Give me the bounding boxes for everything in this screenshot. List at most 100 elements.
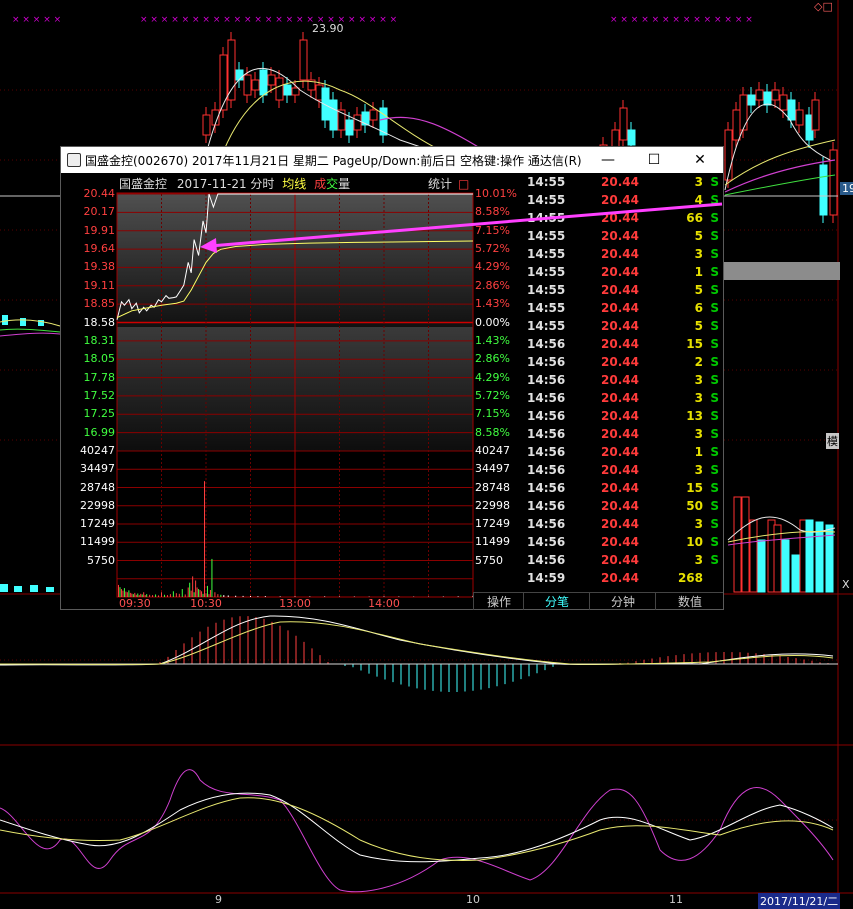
tab-ticks[interactable]: 分笔 — [523, 593, 590, 610]
trade-price: 20.44 — [601, 283, 639, 297]
trade-price: 20.44 — [601, 463, 639, 477]
trade-volume: 5 — [694, 283, 703, 297]
pct-tick: 0.00% — [475, 315, 510, 329]
trade-price: 20.44 — [601, 445, 639, 459]
avg-line — [116, 240, 474, 319]
time-tick: 13:00 — [279, 597, 311, 609]
trade-volume: 5 — [694, 229, 703, 243]
trade-price: 20.44 — [601, 337, 639, 351]
trade-row: 14:56 20.44 13 S — [525, 407, 723, 425]
header-date-type: 2017-11-21 分时 — [176, 177, 275, 191]
header-vol-label-1: 成 — [314, 177, 327, 191]
time-tick: 10:30 — [190, 597, 222, 609]
stats-box-icon: □ — [458, 177, 470, 191]
trade-ticks-list[interactable]: 14:5520.443S14:5520.444S14:5520.4466S14:… — [525, 173, 723, 591]
volume-tick: 5750 — [87, 553, 115, 567]
trade-volume: 10 — [686, 535, 703, 549]
trade-volume: 1 — [694, 265, 703, 279]
price-tick: 20.44 — [83, 187, 116, 200]
trade-price: 20.44 — [601, 265, 639, 279]
close-button[interactable]: ✕ — [677, 147, 723, 173]
intraday-chart[interactable]: 09:30 10:30 13:00 14:00 — [61, 173, 525, 609]
pct-tick: 5.72% — [475, 242, 510, 256]
trade-row: 14:55 20.44 5 S — [525, 281, 723, 299]
trade-row: 14:56 20.44 15 S — [525, 335, 723, 353]
trade-row: 14:56 20.44 3 S — [525, 551, 723, 569]
stats-label: 统计 — [428, 177, 453, 191]
price-tick: 16.99 — [83, 425, 116, 439]
trade-flag: S — [710, 409, 719, 423]
window-titlebar[interactable]: 国盛金控(002670) 2017年11月21日 星期二 PageUp/Down… — [61, 147, 723, 173]
intraday-window[interactable]: 国盛金控(002670) 2017年11月21日 星期二 PageUp/Down… — [60, 146, 724, 610]
trade-price: 20.44 — [601, 355, 639, 369]
trade-price: 20.44 — [601, 229, 639, 243]
trade-price: 20.44 — [601, 409, 639, 423]
tab-operate[interactable]: 操作 — [473, 593, 524, 610]
trade-flag: S — [710, 211, 719, 225]
trade-time: 14:59 — [527, 571, 566, 585]
trade-flag: S — [710, 427, 719, 441]
trade-time: 14:56 — [527, 409, 566, 423]
trade-row: 14:55 20.44 4 S — [525, 191, 723, 209]
trade-price: 20.44 — [601, 427, 639, 441]
app-icon — [67, 153, 81, 167]
trade-flag: S — [710, 535, 719, 549]
pct-tick: 5.72% — [475, 388, 510, 402]
volume-tick: 34497 — [80, 462, 115, 476]
trade-price: 20.44 — [601, 301, 639, 315]
trade-flag: S — [710, 175, 719, 189]
window-title: 国盛金控(002670) 2017年11月21日 星期二 PageUp/Down… — [85, 154, 582, 168]
trade-flag: S — [710, 319, 719, 333]
minimize-button[interactable]: — — [585, 147, 631, 173]
time-tick: 14:00 — [368, 597, 400, 609]
price-tick: 18.85 — [83, 297, 116, 311]
top-right-icons[interactable]: ◇□ — [814, 0, 833, 13]
trade-row: 14:55 20.44 5 S — [525, 317, 723, 335]
price-tick: 19.11 — [83, 278, 116, 292]
price-tick: 18.31 — [83, 333, 116, 347]
chart-header: 国盛金控 2017-11-21 分时 均线 成交量 — [119, 175, 350, 192]
trade-row: 14:56 20.44 3 S — [525, 515, 723, 533]
trade-volume: 3 — [694, 553, 703, 567]
trade-volume: 6 — [694, 301, 703, 315]
high-price-label: 23.90 — [312, 22, 344, 35]
stats-button[interactable]: 统计 □ — [428, 175, 469, 192]
trade-flag: S — [710, 391, 719, 405]
trade-volume: 66 — [686, 211, 703, 225]
trade-time: 14:56 — [527, 391, 566, 405]
trade-time: 14:56 — [527, 445, 566, 459]
trade-row: 14:55 20.44 6 S — [525, 299, 723, 317]
volume-tick: 11499 — [80, 535, 115, 549]
price-tick: 18.58 — [83, 315, 116, 329]
tab-minute[interactable]: 分钟 — [589, 593, 656, 610]
trade-time: 14:55 — [527, 193, 566, 207]
trade-flag: S — [710, 553, 719, 567]
trade-row: 14:56 20.44 50 S — [525, 497, 723, 515]
header-stock-name: 国盛金控 — [119, 177, 168, 191]
tab-values[interactable]: 数值 — [655, 593, 724, 610]
close-icon: ✕ — [694, 152, 706, 168]
right-side-label[interactable]: 模 — [826, 433, 839, 449]
trade-price: 20.44 — [601, 517, 639, 531]
pct-tick: 8.58% — [475, 425, 510, 439]
trade-time: 14:56 — [527, 553, 566, 567]
price-line — [116, 193, 473, 320]
trade-flag: S — [710, 355, 719, 369]
trade-price: 20.44 — [601, 373, 639, 387]
maximize-button[interactable]: ☐ — [631, 147, 677, 173]
trade-flag: S — [710, 517, 719, 531]
date-axis-9: 9 — [215, 893, 222, 906]
trade-volume: 3 — [694, 463, 703, 477]
trade-row: 14:56 20.44 3 S — [525, 425, 723, 443]
trade-volume: 13 — [686, 409, 703, 423]
trade-row: 14:56 20.44 10 S — [525, 533, 723, 551]
price-tick: 19.38 — [83, 260, 116, 274]
pct-tick: 7.15% — [475, 407, 510, 421]
trade-flag: S — [710, 265, 719, 279]
price-tick: 18.05 — [83, 352, 116, 366]
trade-volume: 3 — [694, 175, 703, 189]
minimize-icon: — — [601, 152, 615, 168]
trade-time: 14:55 — [527, 229, 566, 243]
panel-tabs[interactable]: 操作 分笔 分钟 数值 — [473, 592, 723, 610]
